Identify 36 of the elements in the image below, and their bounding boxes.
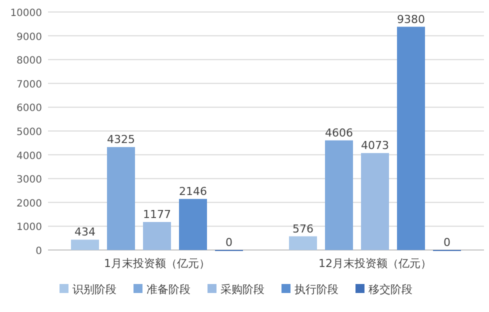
data-label: 0	[444, 236, 450, 249]
legend-label: 准备阶段	[146, 283, 190, 296]
y-tick-label: 9000	[16, 32, 42, 43]
bar	[179, 198, 207, 250]
data-label: 4325	[107, 133, 135, 146]
y-tick-label: 1000	[16, 222, 42, 234]
y-tick-label: 5000	[16, 127, 42, 138]
y-tick-label: 2000	[16, 198, 42, 210]
y-tick-label: 3000	[16, 174, 42, 186]
bar	[397, 26, 425, 250]
data-label: 576	[292, 222, 314, 236]
y-tick-label: 8000	[16, 56, 42, 67]
data-label: 434	[74, 226, 96, 239]
bar	[143, 222, 171, 250]
bar	[71, 240, 99, 250]
x-tick-label: 1月末投资额（亿元）	[104, 257, 210, 270]
legend-label: 移交阶段	[368, 283, 412, 296]
bar	[361, 153, 389, 250]
bar	[325, 140, 353, 250]
bar	[289, 236, 317, 250]
y-tick-label: 0	[36, 246, 42, 257]
data-label: 2146	[179, 184, 207, 198]
data-label: 0	[226, 236, 232, 249]
data-label: 9380	[397, 12, 425, 26]
data-label: 1177	[143, 208, 171, 221]
legend-label: 采购阶段	[220, 283, 264, 296]
y-tick-label: 7000	[16, 79, 42, 90]
y-tick-label: 4000	[16, 150, 42, 162]
bar	[107, 147, 135, 250]
data-label: 4606	[325, 126, 353, 140]
legend-label: 识别阶段	[72, 283, 116, 296]
y-tick-label: 6000	[16, 103, 42, 114]
x-tick-label: 12月末投资额（亿元）	[318, 257, 432, 270]
y-tick-label: 10000	[10, 8, 42, 19]
legend-label: 执行阶段	[294, 283, 338, 296]
data-label: 4073	[361, 139, 389, 152]
